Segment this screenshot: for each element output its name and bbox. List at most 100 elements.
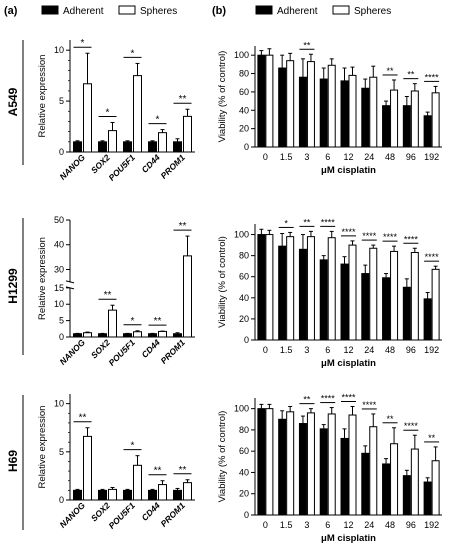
significance-label: ****: [404, 421, 419, 431]
legend-a-adherent-label: Adherent: [63, 6, 104, 17]
bar-adherent: [423, 298, 432, 341]
bar-spheres: [83, 83, 92, 153]
bar-adherent: [123, 489, 132, 501]
y-tick-label: 60: [239, 272, 249, 282]
significance-label: *: [106, 107, 110, 118]
bar-adherent: [298, 423, 307, 516]
significance-label: **: [303, 217, 311, 227]
significance-label: **: [303, 395, 311, 405]
legend-b-spheres-label: Spheres: [354, 6, 391, 17]
bar-spheres: [133, 331, 142, 338]
bar-adherent: [361, 452, 370, 516]
bar-spheres: [431, 268, 440, 341]
bar-adherent: [382, 105, 391, 148]
bar-spheres: [369, 76, 378, 148]
y-tick-label: 0: [244, 142, 249, 152]
bar-spheres: [390, 443, 399, 516]
axis-break-mark-upper: [65, 280, 75, 284]
significance-label: **: [387, 414, 395, 424]
x-tick-label: POU5F1: [106, 500, 137, 531]
x-tick-label: 3: [304, 520, 309, 530]
svg-text:A549: A549: [6, 87, 20, 116]
bar-adherent: [173, 141, 182, 153]
significance-label: *: [284, 218, 288, 228]
row-label-h69: H69: [6, 395, 24, 530]
bar-adherent: [73, 489, 82, 501]
bar-adherent: [402, 475, 411, 516]
x-tick-label: SOX2: [89, 500, 112, 523]
x-tick-label: SOX2: [89, 337, 112, 360]
x-tick-label: CD44: [139, 337, 162, 360]
y-axis-label: Viability (% of control): [217, 411, 228, 503]
bar-adherent: [340, 80, 349, 148]
significance-label: ****: [362, 400, 377, 410]
x-tick-label: 96: [406, 152, 416, 162]
bar-spheres: [265, 54, 274, 148]
x-tick-label: 12: [343, 520, 353, 530]
x-tick-label: 1.5: [280, 152, 293, 162]
bar-spheres: [327, 413, 336, 516]
bar-adherent: [98, 489, 107, 501]
significance-label: ****: [383, 232, 398, 242]
bar-spheres: [410, 90, 419, 148]
bar-adherent: [340, 263, 349, 341]
significance-label: **: [303, 40, 311, 50]
y-tick-label: 0: [244, 510, 249, 520]
significance-label: *: [131, 441, 135, 452]
bar-spheres: [306, 412, 315, 516]
y-tick-label: 100: [234, 404, 249, 414]
x-tick-label: 0: [263, 345, 268, 355]
x-tick-label: 48: [385, 345, 395, 355]
bar-spheres: [369, 426, 378, 516]
y-tick-label: 100: [234, 230, 249, 240]
bar-spheres: [133, 75, 142, 153]
significance-label: **: [154, 466, 162, 477]
bar-adherent: [148, 333, 157, 338]
x-tick-label: 48: [385, 152, 395, 162]
bar-adherent: [173, 489, 182, 501]
y-tick-label: 0: [59, 147, 64, 157]
y-tick-label: 40: [54, 240, 64, 250]
y-tick-label: 60: [239, 446, 249, 456]
bar-spheres: [410, 448, 419, 516]
bar-adherent: [382, 277, 391, 341]
significance-label: *: [156, 115, 160, 126]
bar-adherent: [173, 333, 182, 338]
bar-adherent: [278, 418, 287, 516]
bar-spheres: [265, 408, 274, 516]
x-tick-label: 1.5: [280, 520, 293, 530]
x-tick-label: 192: [424, 345, 439, 355]
x-tick-label: 24: [364, 345, 374, 355]
panel-label-a: (a): [4, 5, 18, 17]
y-tick-label: 50: [54, 215, 64, 225]
legend-a-adherent-swatch: [41, 5, 59, 15]
legend-a: Adherent Spheres: [41, 5, 177, 17]
bar-adherent: [257, 408, 266, 516]
y-tick-label: 80: [239, 251, 249, 261]
row-label-a549: A549: [6, 40, 24, 165]
bar-spheres: [158, 132, 167, 153]
bar-spheres: [410, 251, 419, 341]
bar-spheres: [286, 236, 295, 341]
significance-label: **: [407, 70, 415, 80]
y-tick-label: 100: [234, 50, 249, 60]
legend-a-spheres-label: Spheres: [140, 6, 177, 17]
bar-adherent: [298, 248, 307, 341]
bar-spheres: [265, 234, 274, 341]
legend-b: Adherent Spheres: [255, 5, 391, 17]
bar-spheres: [390, 250, 399, 341]
y-axis-label: Viability (% of control): [217, 51, 228, 143]
y-tick-label: 10: [54, 399, 64, 409]
bar-adherent: [361, 273, 370, 341]
significance-label: ****: [341, 227, 356, 237]
bar-adherent: [257, 54, 266, 148]
bar-spheres: [348, 244, 357, 341]
bar-adherent: [361, 87, 370, 148]
significance-label: **: [179, 221, 187, 232]
row-label-h1299: H1299: [6, 218, 24, 355]
